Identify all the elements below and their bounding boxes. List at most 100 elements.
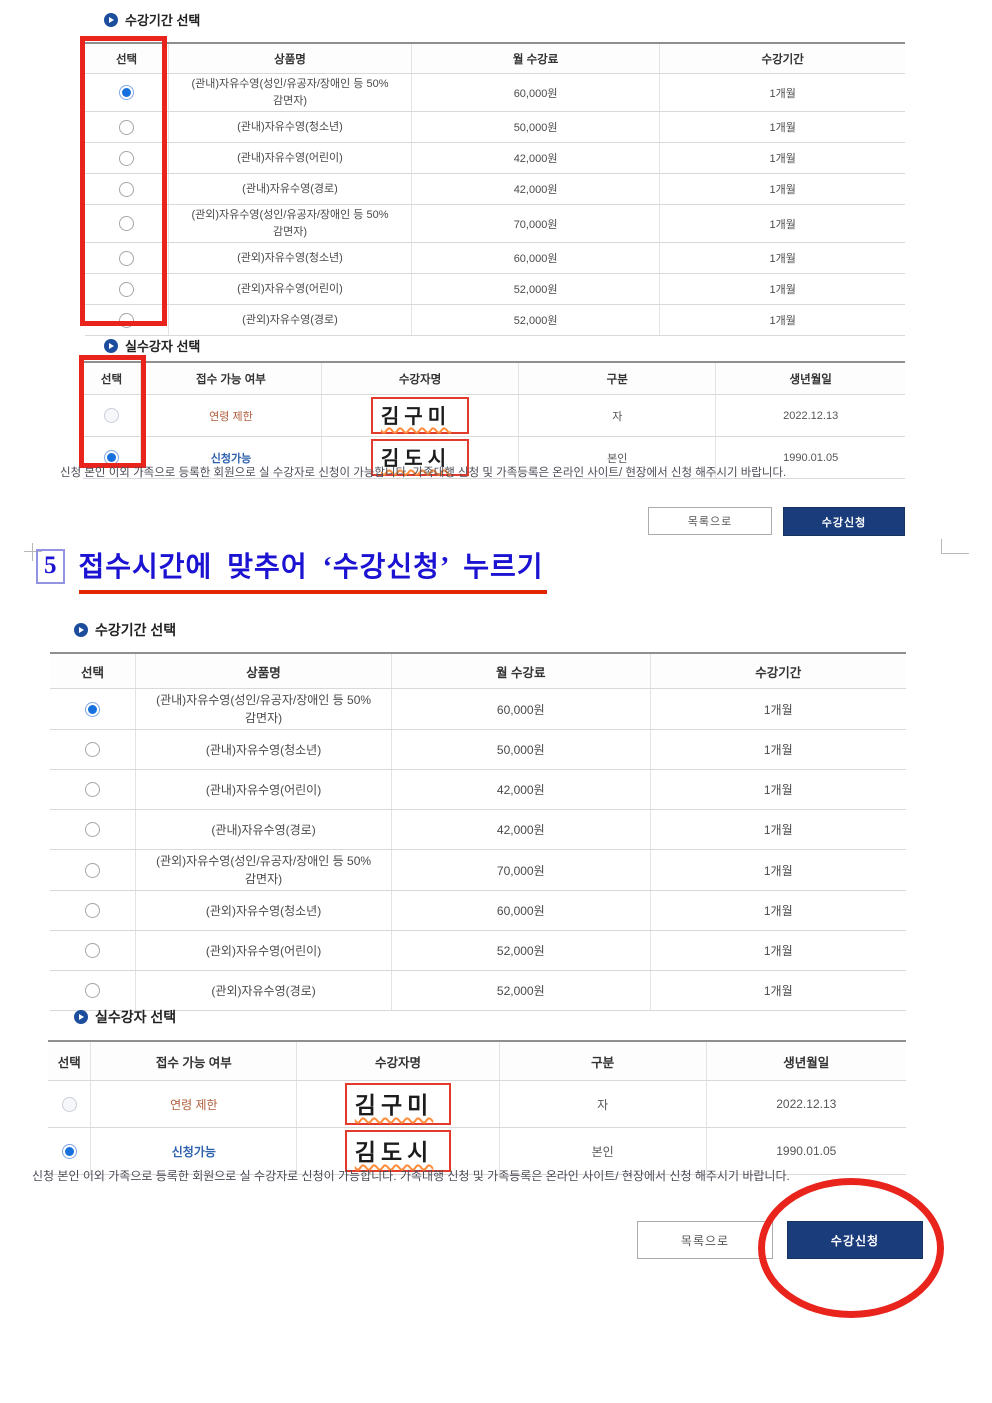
select-cell <box>85 173 169 205</box>
radio-button[interactable] <box>85 943 101 959</box>
radio-button[interactable] <box>85 983 101 999</box>
select-cell <box>85 73 169 112</box>
radio-button[interactable] <box>119 150 135 166</box>
column-header: 수강기간 <box>649 653 906 689</box>
annotation-box-name: 김구미 <box>344 1083 452 1125</box>
product-name: (관외)자유수영(성인/유공자/장애인 등 50% 감면자) <box>135 849 392 891</box>
column-header: 선택 <box>83 362 141 395</box>
relation-cell: 자 <box>518 394 716 437</box>
table-row: (관내)자유수영(경로) 42,000원 1개월 <box>85 173 905 205</box>
student-name-cell: 김구미 <box>296 1080 500 1128</box>
monthly-fee: 70,000원 <box>391 849 651 891</box>
radio-button[interactable] <box>61 1096 77 1112</box>
arrow-circle-icon <box>104 338 118 353</box>
student-select-heading-label: 실수강자 선택 <box>95 1009 177 1025</box>
monthly-fee: 42,000원 <box>410 142 660 174</box>
eligibility-status: 신청가능 <box>210 452 252 465</box>
table-row: (관외)자유수영(경로) 52,000원 1개월 <box>50 970 906 1011</box>
column-header: 구분 <box>498 1041 707 1081</box>
list-button[interactable]: 목록으로 <box>637 1221 773 1259</box>
radio-button[interactable] <box>119 119 135 135</box>
product-name: (관외)자유수영(어린이) <box>135 930 392 971</box>
column-header: 선택 <box>50 653 136 689</box>
apply-button[interactable]: 수강신청 <box>783 507 905 536</box>
radio-button[interactable] <box>119 312 135 328</box>
radio-button[interactable] <box>119 250 135 266</box>
student-table-wrap: 선택 접수 가능 여부 수강자명 구분 생년월일 연령 제한 김구미 <box>48 1040 906 1175</box>
period-table: 선택 상품명 월 수강료 수강기간 (관내)자유수영(성인/유공자/장애인 등 … <box>50 652 906 1011</box>
student-table-wrap: 선택 접수 가능 여부 수강자명 구분 생년월일 연령 제한 김구미 <box>83 361 905 479</box>
radio-button[interactable] <box>104 408 120 423</box>
eligibility-status: 연령 제한 <box>209 410 253 423</box>
table-row: (관내)자유수영(성인/유공자/장애인 등 50% 감면자) 60,000원 1… <box>50 688 906 730</box>
column-header: 선택 <box>85 43 169 74</box>
column-header: 수강자명 <box>320 362 519 395</box>
eligibility-cell: 연령 제한 <box>140 394 322 437</box>
course-period: 1개월 <box>659 111 905 143</box>
product-name: (관외)자유수영(청소년) <box>168 242 412 274</box>
arrow-circle-icon <box>104 12 118 27</box>
radio-button[interactable] <box>85 701 101 717</box>
monthly-fee: 52,000원 <box>391 930 651 971</box>
monthly-fee: 42,000원 <box>391 769 651 810</box>
student-select-heading-label: 실수강자 선택 <box>125 339 201 354</box>
radio-button[interactable] <box>119 216 135 231</box>
student-name: 김도시 <box>354 1140 434 1165</box>
table-row: (관외)자유수영(경로) 52,000원 1개월 <box>85 304 905 336</box>
product-name: (관외)자유수영(어린이) <box>168 273 412 305</box>
select-cell <box>48 1080 91 1128</box>
radio-button[interactable] <box>85 903 101 919</box>
student-name: 김구미 <box>380 406 452 428</box>
product-name: (관내)자유수영(경로) <box>168 173 412 205</box>
monthly-fee: 60,000원 <box>410 242 660 274</box>
student-name-cell: 김구미 <box>320 394 519 437</box>
column-header: 월 수강료 <box>410 43 660 74</box>
apply-button[interactable]: 수강신청 <box>787 1221 923 1259</box>
annotation-box-name: 김도시 <box>344 1130 452 1172</box>
birthdate-cell: 1990.01.05 <box>705 1127 906 1175</box>
table-row: (관내)자유수영(어린이) 42,000원 1개월 <box>50 769 906 810</box>
radio-button[interactable] <box>85 862 101 878</box>
select-cell <box>50 809 136 850</box>
monthly-fee: 42,000원 <box>391 809 651 850</box>
period-table-wrap: 선택 상품명 월 수강료 수강기간 (관내)자유수영(성인/유공자/장애인 등 … <box>50 652 906 1011</box>
radio-button[interactable] <box>85 822 101 838</box>
course-period: 1개월 <box>659 204 905 243</box>
course-period: 1개월 <box>659 73 905 112</box>
list-button[interactable]: 목록으로 <box>648 507 772 535</box>
radio-button[interactable] <box>85 782 101 798</box>
birthdate-cell: 1990.01.05 <box>715 436 905 479</box>
monthly-fee: 52,000원 <box>391 970 651 1011</box>
table-row: 연령 제한 김구미 자 2022.12.13 <box>48 1080 906 1128</box>
eligibility-status: 신청가능 <box>171 1144 216 1159</box>
radio-button[interactable] <box>119 181 135 197</box>
notice-text: 신청 본인 이외 가족으로 등록한 회원으로 실 수강자로 신청이 가능합니다.… <box>60 467 787 479</box>
period-table: 선택 상품명 월 수강료 수강기간 (관내)자유수영(성인/유공자/장애인 등 … <box>85 42 905 336</box>
birthdate-cell: 2022.12.13 <box>715 394 905 437</box>
birthdate-cell: 2022.12.13 <box>705 1080 906 1128</box>
select-cell <box>85 273 169 305</box>
radio-button[interactable] <box>119 85 135 100</box>
product-name: (관내)자유수영(청소년) <box>168 111 412 143</box>
period-select-heading-label: 수강기간 선택 <box>125 13 201 28</box>
column-header: 구분 <box>518 362 716 395</box>
table-row: (관내)자유수영(경로) 42,000원 1개월 <box>50 809 906 850</box>
table-header-row: 선택 상품명 월 수강료 수강기간 <box>50 653 906 689</box>
radio-button[interactable] <box>61 1143 77 1159</box>
arrow-circle-icon <box>74 1010 88 1024</box>
monthly-fee: 60,000원 <box>391 688 651 730</box>
column-header: 상품명 <box>135 653 392 689</box>
radio-button[interactable] <box>85 742 101 758</box>
product-name: (관내)자유수영(경로) <box>135 809 392 850</box>
table-header-row: 선택 상품명 월 수강료 수강기간 <box>85 43 905 74</box>
corner-bracket-icon <box>941 539 969 554</box>
radio-button[interactable] <box>119 281 135 297</box>
course-period: 1개월 <box>649 688 906 730</box>
relation-cell: 본인 <box>518 436 716 479</box>
select-cell <box>50 769 136 810</box>
monthly-fee: 52,000원 <box>410 273 660 305</box>
table-row: (관내)자유수영(청소년) 50,000원 1개월 <box>50 729 906 770</box>
course-period: 1개월 <box>649 849 906 891</box>
select-cell <box>85 304 169 336</box>
